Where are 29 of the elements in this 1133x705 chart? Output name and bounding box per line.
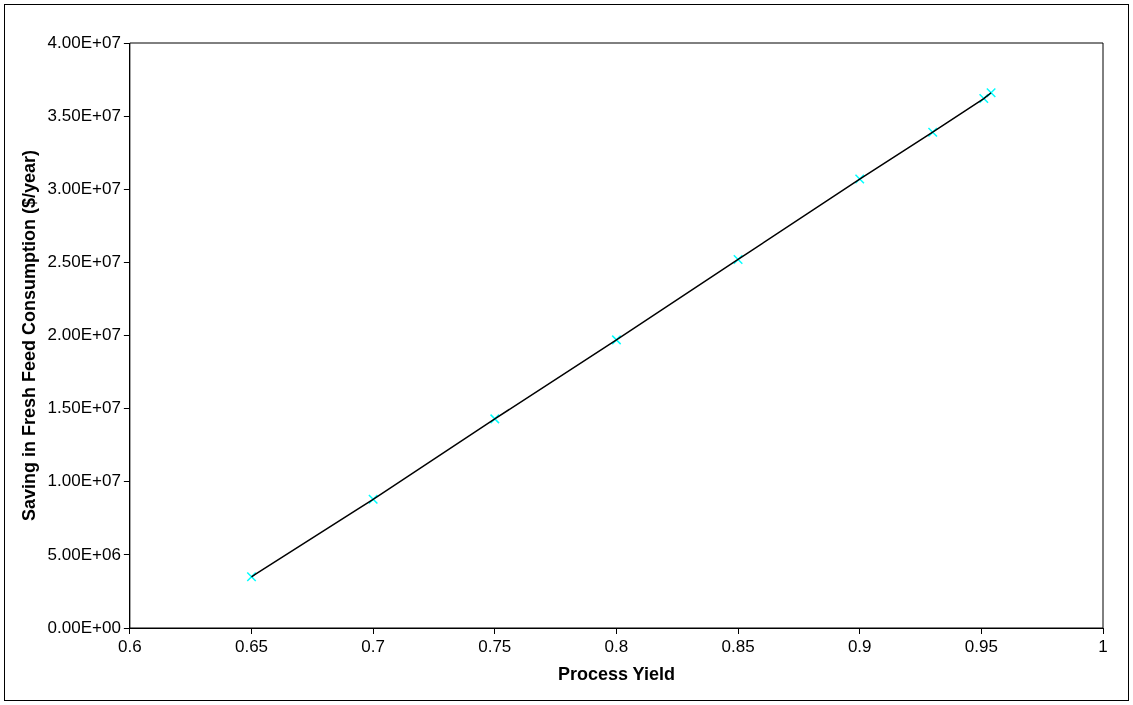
y-tick-label: 3.00E+07 [47, 178, 121, 198]
x-tick-label: 0.95 [964, 636, 998, 656]
x-tick-label: 0.7 [361, 636, 385, 656]
x-tick-label: 0.9 [847, 636, 872, 656]
y-tick-label: 3.50E+07 [47, 105, 121, 125]
point [978, 93, 989, 104]
point [246, 571, 257, 582]
point [611, 334, 622, 345]
x-tick-label: 0.75 [478, 636, 512, 656]
point [489, 413, 500, 424]
point [986, 87, 997, 98]
point [733, 254, 744, 265]
y-tick-label: 0.00E+00 [47, 617, 121, 637]
point [927, 127, 938, 138]
x-tick-label: 1 [1098, 636, 1108, 656]
x-tick-label: 0.85 [721, 636, 755, 656]
y-tick-label: 1.50E+07 [47, 398, 121, 418]
y-tick-label: 1.00E+07 [47, 471, 121, 491]
x-tick-label: 0.6 [118, 636, 142, 656]
x-tick-label: 0.65 [234, 636, 269, 656]
point [368, 494, 379, 505]
y-tick-label: 5.00E+06 [47, 544, 121, 564]
y-tick-label: 2.00E+07 [47, 325, 121, 345]
x-axis-title: Process Yield [557, 664, 675, 685]
y-tick-label: 4.00E+07 [47, 32, 121, 52]
y-tick-label: 2.50E+07 [47, 252, 121, 272]
x-tick-label: 0.8 [604, 636, 629, 656]
y-axis-title: Saving in Fresh Feed Consumption ($/year) [18, 149, 39, 522]
point [854, 174, 865, 185]
